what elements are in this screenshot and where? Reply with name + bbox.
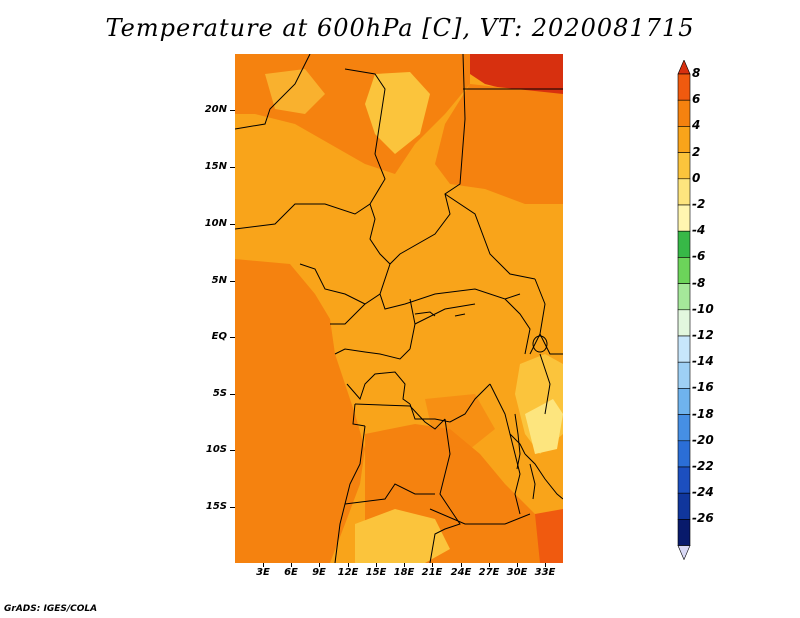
credit-text: GrADS: IGES/COLA [4,604,98,614]
lat-tick-label: 10S [205,444,227,455]
lon-tick-label: 18E [393,567,415,578]
field-north-hot [470,54,563,94]
colorbar-box [677,414,691,442]
colorbar-box [677,230,691,258]
colorbar-label: -22 [692,459,714,473]
lon-tick-mark [319,563,320,567]
lon-tick-label: 21E [421,567,443,578]
colorbar-label: 6 [692,92,701,107]
lon-tick-label: 27E [478,567,500,578]
colorbar-label: -18 [692,406,714,421]
colorbar-label: -6 [692,249,706,264]
field-angola-patch [425,394,495,449]
lon-tick-label: 33E [534,567,556,578]
lon-tick-label: 15E [365,567,387,578]
lon-tick-mark [348,563,349,567]
lat-tick-mark [230,450,235,451]
colorbar-box [677,152,691,180]
lat-tick-label: 10N [204,218,227,229]
colorbar-box [677,309,691,337]
colorbar-label: -14 [692,354,714,369]
lat-tick-mark [230,110,235,111]
field-guinea-warm [235,259,365,563]
lat-tick-mark [230,507,235,508]
field-congo-patch [405,329,485,414]
lat-tick-label: 15N [204,161,227,172]
lat-tick-mark [230,281,235,282]
lon-tick-mark [461,563,462,567]
lon-tick-mark [432,563,433,567]
field-pale-sahara [365,72,430,154]
colorbar-label: 4 [692,118,701,133]
lon-tick-label: 9E [312,567,326,578]
colorbar-label: -16 [692,380,714,395]
lat-tick-mark [230,167,235,168]
colorbar-box [677,204,691,232]
lon-tick-label: 30E [506,567,528,578]
temperature-map [235,54,563,563]
lakes [414,311,548,500]
lon-tick-mark [517,563,518,567]
lon-tick-mark [376,563,377,567]
colorbar-box [677,283,691,311]
lon-tick-label: 12E [337,567,359,578]
field-rift-pale2 [525,399,563,454]
field-kalahari-pale [355,509,450,563]
country-borders [235,54,563,563]
lat-tick-label: 5S [212,388,227,399]
colorbar-label: 8 [692,66,701,80]
colorbar-box [677,257,691,284]
lon-tick-label: 3E [256,567,270,578]
colorbar-box [677,73,691,101]
lat-tick-label: 20N [204,104,227,115]
lon-tick-mark [263,563,264,567]
lon-tick-mark [404,563,405,567]
colorbar-box [677,99,691,127]
field-ne-warm [435,84,563,204]
colorbar [677,60,691,560]
lon-tick-label: 6E [284,567,298,578]
colorbar-label: -12 [692,328,714,342]
colorbar-box [677,361,691,389]
lat-tick-mark [230,337,235,338]
lat-tick-label: 5N [211,275,227,286]
colorbar-box [677,492,691,520]
colorbar-label: 2 [692,144,701,159]
colorbar-label: -8 [692,275,706,290]
field-pale-sahara2 [265,69,325,114]
lon-tick-mark [291,563,292,567]
colorbar-label: -4 [692,223,706,238]
colorbar-box [677,126,691,153]
lat-tick-mark [230,394,235,395]
field-se-hot [535,509,563,563]
colorbar-label: -24 [692,485,714,500]
colorbar-bottom-triangle [677,545,691,560]
lon-tick-mark [545,563,546,567]
colorbar-label: -26 [692,511,714,526]
colorbar-top-triangle [677,60,691,75]
lat-tick-mark [230,224,235,225]
chart-title: Temperature at 600hPa [C], VT: 202008171… [105,14,695,42]
lon-tick-mark [489,563,490,567]
colorbar-box [677,335,691,363]
colorbar-label: -20 [692,432,714,447]
lat-tick-label: 15S [205,501,227,512]
lat-tick-label: EQ [211,331,227,342]
colorbar-box [677,519,691,546]
colorbar-box [677,388,691,415]
colorbar-label: -2 [692,197,706,211]
colorbar-box [677,466,691,494]
colorbar-label: 0 [692,170,701,185]
colorbar-box [677,178,691,206]
colorbar-box [677,440,691,468]
lon-tick-label: 24E [450,567,472,578]
colorbar-label: -10 [692,301,714,316]
